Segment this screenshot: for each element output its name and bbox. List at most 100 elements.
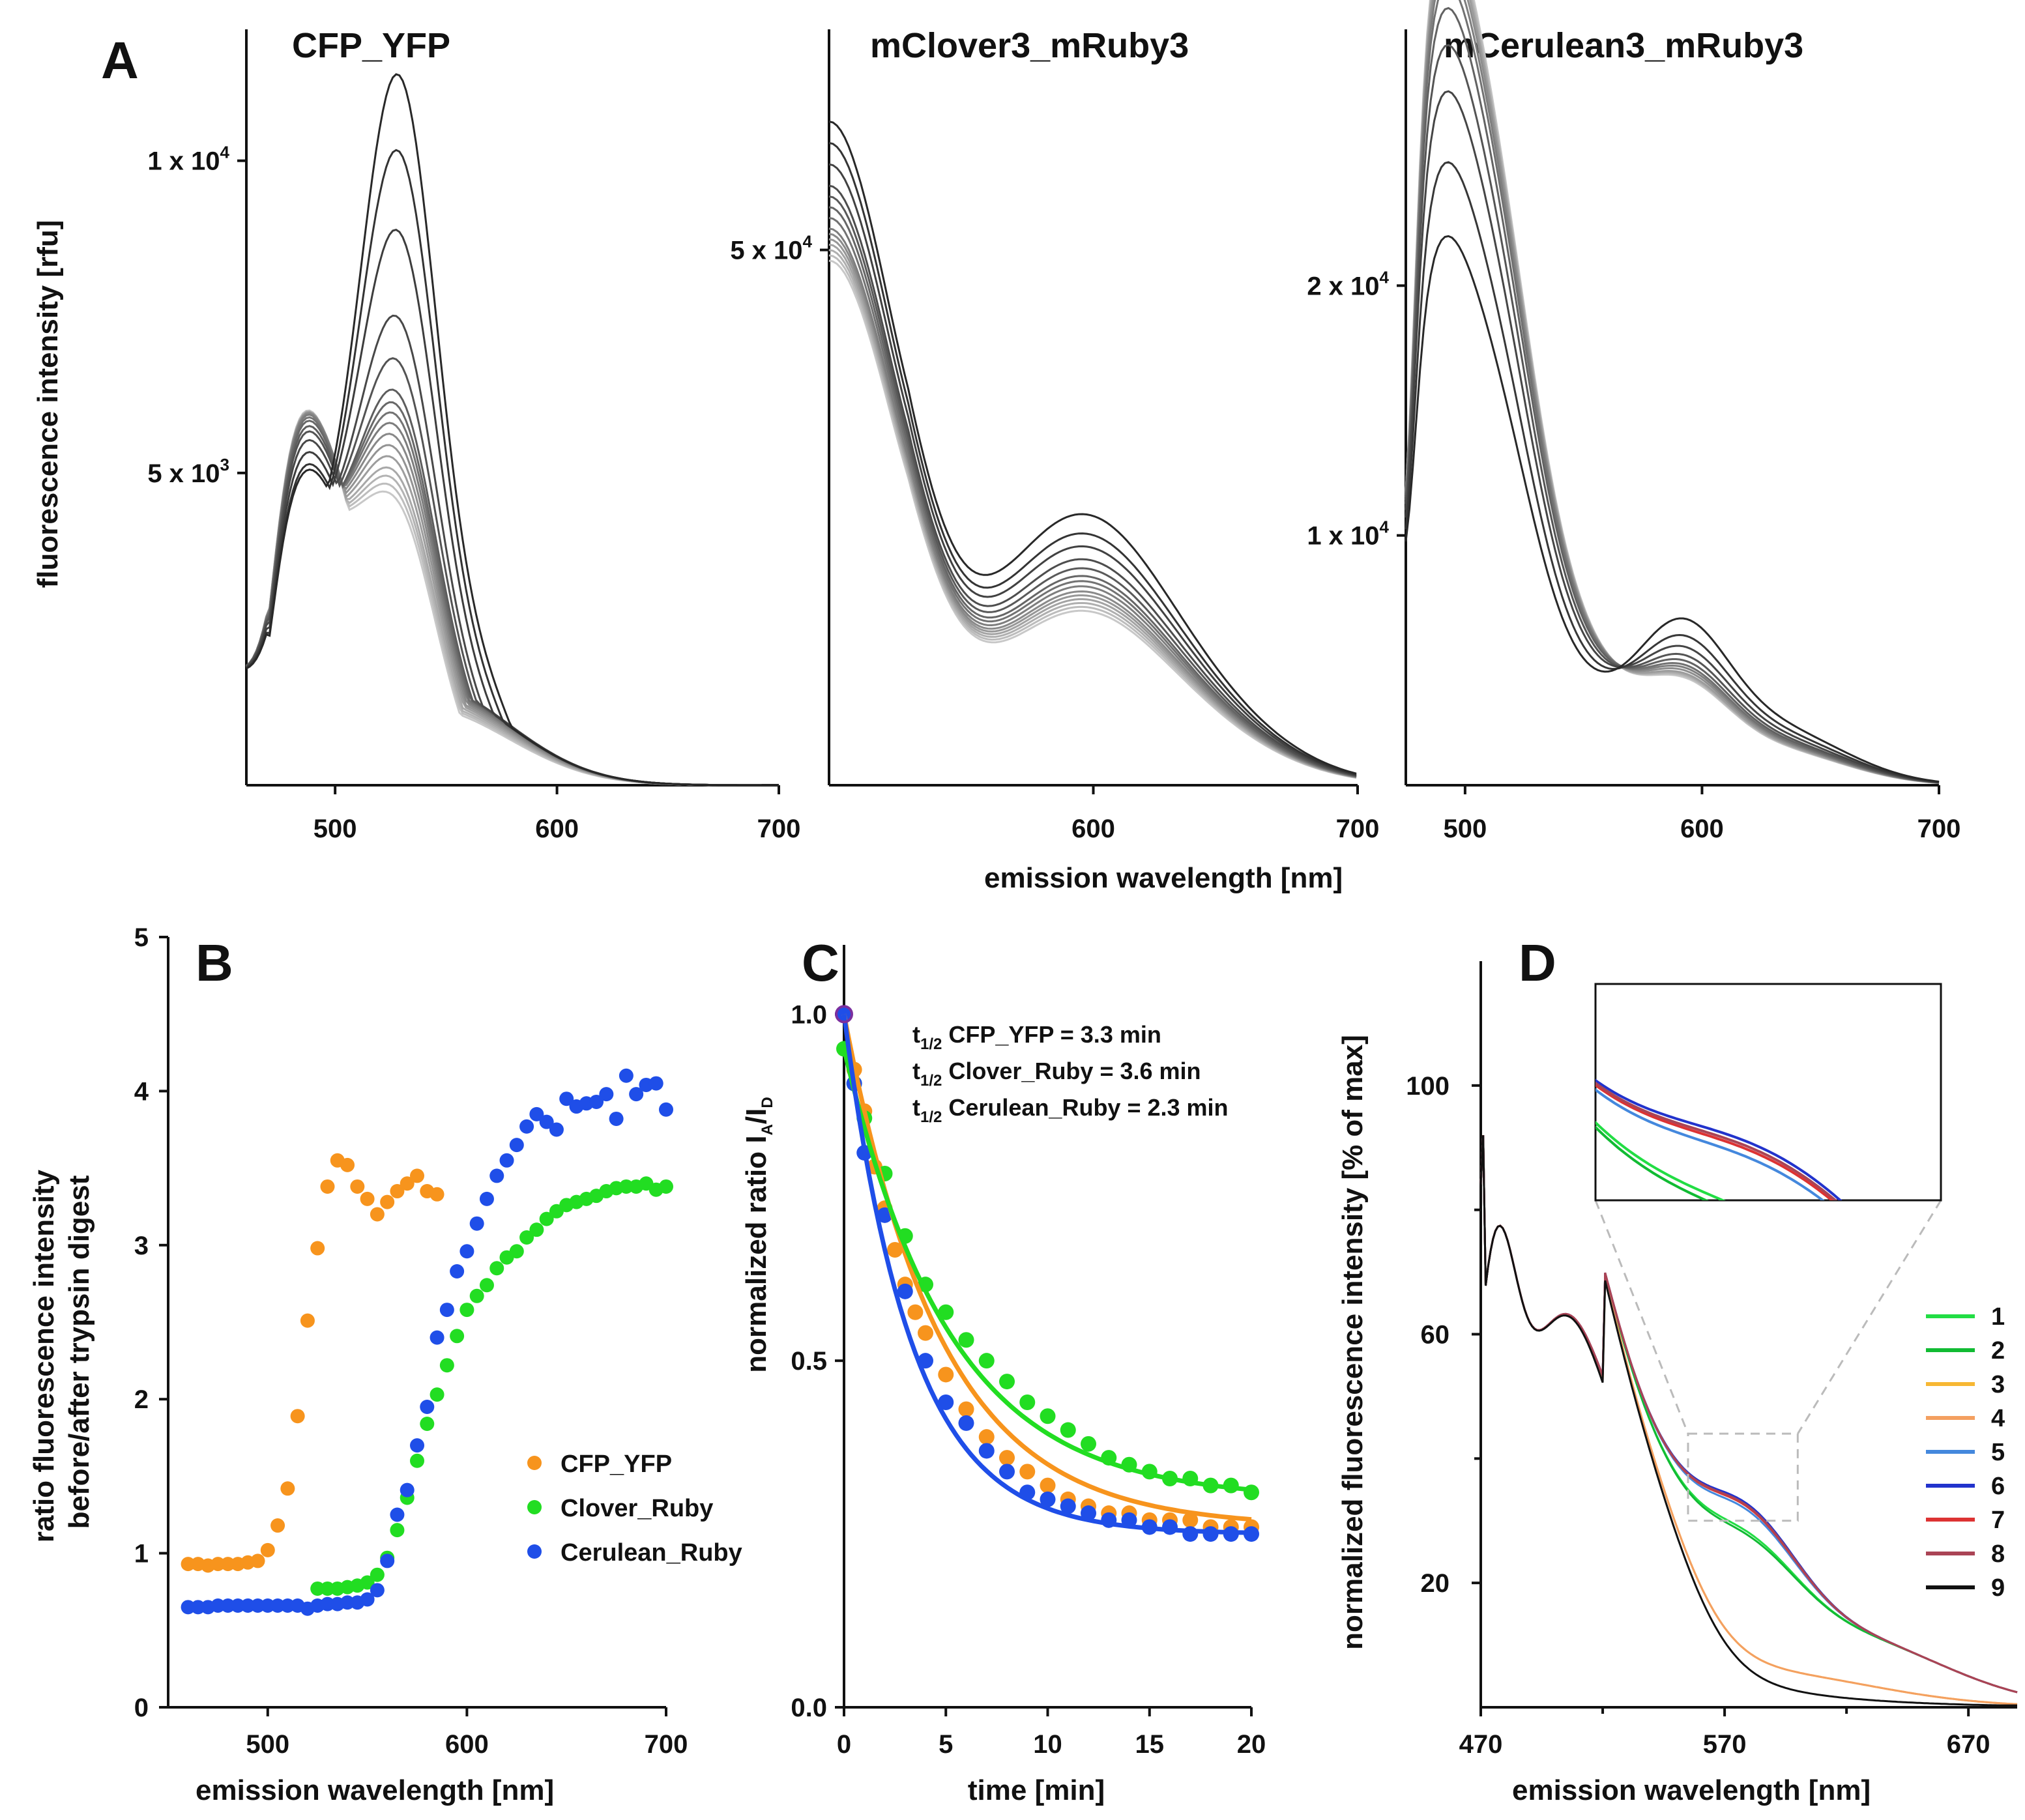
data-point-Cerulean_Ruby	[659, 1102, 673, 1117]
spectrum-line	[246, 73, 779, 787]
data-point-Cerulean_Ruby	[390, 1507, 405, 1522]
data-point-Clover_Ruby	[529, 1222, 544, 1237]
data-point-Cerulean_Ruby	[400, 1482, 415, 1497]
data-point-Clover_Ruby	[459, 1303, 474, 1318]
panel-a-cfp-yfp-chart: CFP_YFP fluorescence intensity [rfu] 500…	[32, 26, 800, 843]
data-point-Cerulean_Ruby	[320, 1596, 335, 1611]
inset-line-5	[1595, 1088, 1825, 1200]
spectrum-line-5	[1479, 1135, 2018, 1694]
legend-marker-Cerulean_Ruby	[527, 1544, 542, 1559]
x-tick-label: 20	[1237, 1730, 1266, 1759]
data-point-Clover_Ruby	[978, 1353, 995, 1369]
chart-title: mCerulean3_mRuby3	[1444, 26, 1803, 65]
y-tick-label: 0.5	[791, 1347, 827, 1376]
data-point-Clover_Ruby	[509, 1244, 524, 1259]
data-point-CFP_YFP	[380, 1194, 395, 1209]
legend-label-5: 5	[1991, 1439, 2005, 1466]
y-tick-label: 60	[1421, 1321, 1450, 1350]
x-tick-label: 500	[246, 1730, 289, 1759]
spectrum-line	[828, 184, 1357, 777]
spectrum-line	[828, 243, 1357, 779]
tick-label-exponent: 4	[803, 232, 813, 252]
data-point-Cerulean_Ruby	[489, 1168, 504, 1183]
half-life-annotation: t1/2 Clover_Ruby = 3.6 min	[912, 1058, 1201, 1090]
spectrum-line	[1405, 90, 1940, 783]
y-axis-label: fluorescence intensity [rfu]	[32, 220, 64, 588]
chart-title: mClover3_mRuby3	[870, 26, 1189, 65]
half-life-annotation: t1/2 Cerulean_Ruby = 2.3 min	[912, 1094, 1229, 1126]
inset-line-6	[1595, 1078, 1843, 1200]
annotation-text: Cerulean_Ruby = 2.3 min	[942, 1094, 1228, 1121]
x-tick-label: 700	[1917, 815, 1961, 843]
y-axis-label-sub-d: D	[759, 1097, 776, 1108]
y-axis-label-mid: /I	[740, 1108, 772, 1124]
spectrum-line	[246, 314, 779, 787]
x-tick-label: 700	[1336, 815, 1380, 843]
fit-curve-CFP_YFP	[841, 1013, 1252, 1522]
data-point-Cerulean_Ruby	[1244, 1526, 1259, 1542]
data-point-Clover_Ruby	[1040, 1408, 1056, 1424]
data-point-Cerulean_Ruby	[240, 1598, 255, 1613]
x-axis-label: emission wavelength [nm]	[1512, 1774, 1871, 1806]
y-tick-label: 3	[134, 1232, 149, 1260]
y-axis-label: ratio fluorescence intensity before/afte…	[28, 1162, 95, 1542]
y-tick-label: 1	[134, 1540, 149, 1568]
tick-label-base: 5 x 10	[147, 459, 220, 488]
data-point-CFP_YFP	[400, 1176, 415, 1191]
annotation-prefix: t	[912, 1058, 920, 1084]
inset-line-2	[1595, 1125, 1710, 1200]
y-tick-label: 1 x 104	[1307, 517, 1389, 551]
data-point-CFP_YFP	[320, 1179, 335, 1194]
x-tick-label: 700	[757, 815, 801, 843]
x-tick-label: 15	[1135, 1730, 1165, 1759]
data-point-Cerulean_Ruby	[260, 1598, 275, 1613]
chart-title: CFP_YFP	[292, 26, 450, 65]
annotation-prefix: t	[912, 1021, 920, 1048]
data-point-Clover_Ruby	[439, 1358, 454, 1373]
data-point-Cerulean_Ruby	[430, 1330, 444, 1345]
spectrum-line	[1405, 161, 1940, 783]
inset-line-8	[1595, 1081, 1838, 1200]
y-tick-label: 0	[134, 1694, 149, 1722]
x-tick-label: 470	[1459, 1730, 1503, 1759]
tick-label-exponent: 3	[220, 455, 229, 474]
data-point-Cerulean_Ruby	[999, 1464, 1015, 1480]
legend-label-Clover_Ruby: Clover_Ruby	[561, 1495, 713, 1522]
x-tick-label: 600	[535, 815, 579, 843]
zoom-connector-right	[1797, 1200, 1942, 1434]
half-life-annotation: t1/2 CFP_YFP = 3.3 min	[912, 1021, 1161, 1053]
data-point-Clover_Ruby	[938, 1304, 954, 1320]
data-point-Clover_Ruby	[619, 1179, 634, 1194]
data-point-CFP_YFP	[430, 1187, 444, 1202]
data-point-CFP_YFP	[410, 1168, 424, 1183]
data-point-Clover_Ruby	[1081, 1436, 1096, 1452]
data-point-Cerulean_Ruby	[469, 1216, 484, 1231]
data-point-CFP_YFP	[340, 1157, 355, 1172]
tick-label-base: 2 x 10	[1307, 272, 1379, 300]
data-point-Cerulean_Ruby	[410, 1438, 424, 1453]
spectrum-line	[828, 206, 1357, 777]
data-point-Cerulean_Ruby	[589, 1094, 604, 1109]
legend-label-9: 9	[1991, 1574, 2005, 1602]
spectrum-line-2	[1479, 1135, 2018, 1694]
data-point-Clover_Ruby	[310, 1581, 325, 1596]
data-point-Clover_Ruby	[450, 1329, 465, 1344]
panel-c-letter: C	[802, 934, 839, 992]
spectrum-line	[828, 195, 1357, 777]
data-point-CFP_YFP	[999, 1450, 1015, 1466]
data-point-CFP_YFP	[360, 1191, 375, 1206]
inset-plot	[1595, 1078, 1843, 1200]
y-tick-label: 5	[134, 923, 149, 952]
annotation-subscript: 1/2	[920, 1072, 942, 1090]
data-point-Clover_Ruby	[958, 1332, 974, 1348]
data-point-CFP_YFP	[350, 1179, 365, 1194]
legend-label-2: 2	[1991, 1337, 2005, 1365]
data-point-Clover_Ruby	[320, 1581, 335, 1596]
data-point-Cerulean_Ruby	[450, 1264, 465, 1278]
data-point-Cerulean_Ruby	[509, 1138, 524, 1153]
annotation-text: CFP_YFP = 3.3 min	[942, 1021, 1161, 1048]
data-point-Cerulean_Ruby	[529, 1106, 544, 1121]
data-point-Cerulean_Ruby	[519, 1119, 534, 1134]
spectrum-line-8	[1479, 1135, 2018, 1694]
y-tick-label: 0.0	[791, 1694, 827, 1722]
